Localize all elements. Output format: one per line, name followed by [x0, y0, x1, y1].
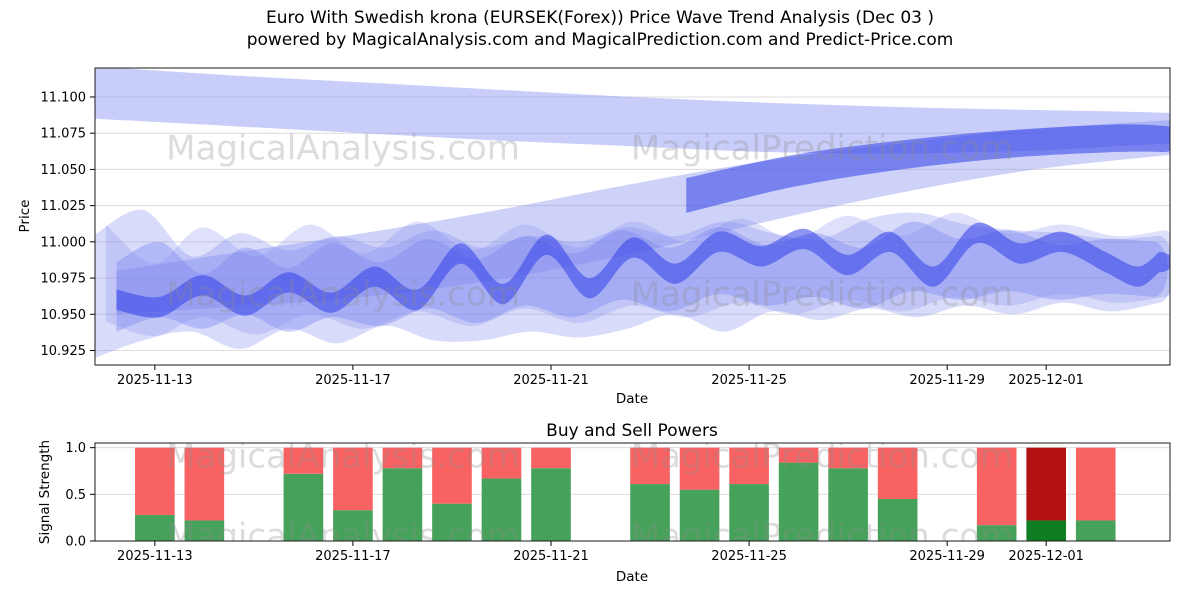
y-tick-label: 0.5: [65, 488, 86, 503]
plot-border: [94, 442, 1171, 542]
band-wave-core: [116, 222, 1170, 318]
x-tick-label: 2025-11-25: [711, 373, 787, 388]
sell-bar: [432, 447, 472, 504]
watermark-text: MagicalAnalysis.com: [166, 129, 520, 169]
signal-strength-axis-label: Signal Strength: [37, 439, 53, 545]
date-axis-label-bottom: Date: [615, 569, 649, 585]
x-tick-label: 2025-11-17: [315, 373, 391, 388]
sell-bar: [531, 447, 571, 469]
y-tick-label: 11.100: [41, 90, 87, 105]
x-tick-label: 2025-12-01: [1008, 373, 1084, 388]
x-tick-label: 2025-11-13: [117, 549, 193, 564]
x-tick-label: 2025-11-17: [315, 549, 391, 564]
buy-bar: [531, 468, 571, 541]
sell-bar: [283, 447, 324, 474]
sell-bar: [481, 447, 522, 479]
y-tick-label: 10.975: [41, 272, 87, 287]
sell-bar: [778, 447, 819, 463]
watermark-text: MagicalAnalysis.com: [166, 437, 520, 477]
buy-bar: [184, 520, 225, 541]
buy-bar: [630, 484, 670, 541]
sell-bar: [135, 447, 175, 515]
watermark-text: MagicalAnalysis.com: [166, 517, 520, 557]
buy-bar: [382, 468, 423, 541]
y-tick-label: 11.000: [41, 235, 87, 250]
sell-bar: [828, 447, 868, 469]
x-tick-label: 2025-11-25: [711, 549, 787, 564]
x-tick-label: 2025-11-13: [117, 373, 193, 388]
buy-bar: [1026, 520, 1067, 541]
buy-bar: [778, 462, 819, 541]
buy-bar: [432, 503, 472, 541]
buy-bar: [1075, 520, 1116, 541]
band-rising-core: [686, 124, 1170, 213]
bottom-chart-title: Buy and Sell Powers: [546, 421, 718, 441]
sell-bar: [877, 447, 918, 499]
watermark-text: MagicalPrediction.com: [631, 275, 1014, 315]
sell-bar: [729, 447, 769, 485]
buy-bar: [828, 468, 868, 541]
x-tick-label: 2025-11-29: [909, 549, 985, 564]
sell-bar: [1026, 447, 1067, 521]
buy-bar: [135, 514, 175, 541]
price-axis-label: Price: [17, 199, 33, 233]
x-tick-label: 2025-11-29: [909, 373, 985, 388]
price-wave-trend-content: [95, 68, 1170, 358]
buy-bar: [976, 525, 1017, 541]
band-upper-cloud: [95, 68, 1170, 154]
buy-sell-powers-content: [135, 447, 1116, 541]
plot-border: [94, 67, 1171, 366]
y-tick-label: 10.925: [41, 344, 87, 359]
y-tick-label: 1.0: [65, 441, 86, 456]
y-tick-label: 10.950: [41, 308, 87, 323]
x-tick-label: 2025-11-21: [513, 549, 589, 564]
date-axis-label-top: Date: [615, 391, 649, 407]
y-tick-label: 11.075: [41, 127, 87, 142]
sell-bar: [1075, 447, 1116, 521]
sell-bar: [184, 447, 225, 521]
x-tick-label: 2025-12-01: [1008, 549, 1084, 564]
sell-bar: [630, 447, 670, 485]
sell-bar: [976, 447, 1017, 526]
buy-bar: [283, 473, 324, 541]
buy-bar: [679, 489, 720, 541]
watermark-text: MagicalPrediction.com: [631, 517, 1014, 557]
buy-bar: [333, 510, 373, 541]
x-tick-label: 2025-11-21: [513, 373, 589, 388]
y-tick-label: 11.050: [41, 163, 87, 178]
watermark-text: MagicalPrediction.com: [631, 437, 1014, 477]
watermark-text: MagicalAnalysis.com: [166, 275, 520, 315]
y-tick-label: 0.0: [65, 535, 86, 550]
watermark-text: MagicalPrediction.com: [631, 129, 1014, 169]
sell-bar: [333, 447, 373, 511]
sell-bar: [679, 447, 720, 490]
buy-bar: [877, 499, 918, 541]
buy-bar: [729, 484, 769, 541]
sell-bar: [382, 447, 423, 469]
buy-bar: [481, 478, 522, 541]
y-tick-label: 11.025: [41, 199, 87, 214]
chart-title-line2: powered by MagicalAnalysis.com and Magic…: [246, 30, 954, 50]
chart-title-line1: Euro With Swedish krona (EURSEK(Forex)) …: [265, 8, 935, 28]
